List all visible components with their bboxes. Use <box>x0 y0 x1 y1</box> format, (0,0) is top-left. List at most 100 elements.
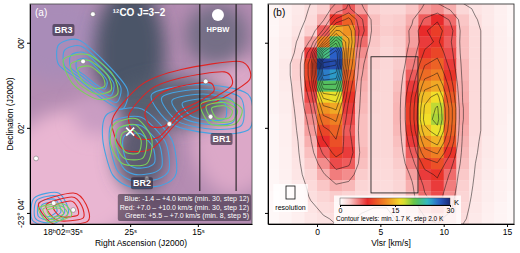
heat-cell <box>494 213 507 224</box>
label-patch <box>334 196 461 225</box>
nebula-image <box>30 4 252 224</box>
contour <box>76 58 107 89</box>
heat-cell <box>355 92 368 103</box>
heat-cell <box>482 58 495 69</box>
label-patch <box>52 24 74 36</box>
heat-cell <box>292 158 305 169</box>
heat-cell <box>393 147 406 158</box>
x-axis: 051015 <box>269 224 515 237</box>
heat-cell <box>292 125 305 136</box>
heat-cell <box>494 25 507 36</box>
heat-cell <box>317 180 330 191</box>
heat-cell <box>456 47 469 58</box>
heat-cell <box>393 25 406 36</box>
heat-cell <box>469 36 482 47</box>
plot-background <box>268 4 514 224</box>
heat-cell <box>469 213 482 224</box>
heat-cell <box>418 58 431 69</box>
heat-cell <box>292 14 305 25</box>
tick-label: 5 <box>378 227 383 237</box>
contour <box>39 193 90 224</box>
heat-cell <box>482 103 495 114</box>
heat-cell <box>368 169 381 180</box>
heat-cell <box>304 25 317 36</box>
heat-cell <box>482 47 495 58</box>
heat-cell <box>507 4 514 15</box>
legend-entry: Red: +7.0 – +10.0 km/s (min. 30, step 12… <box>120 204 249 212</box>
contour <box>212 106 233 119</box>
heat-cell <box>279 92 292 103</box>
heat-cell <box>268 147 279 158</box>
star <box>81 59 86 64</box>
resolution-key: resolution <box>273 184 307 212</box>
heat-cell <box>330 4 343 15</box>
heat-cell <box>368 92 381 103</box>
tick: 18ʰ02ᵐ35ˢ <box>43 224 82 237</box>
heat-cell <box>317 191 330 202</box>
heat-cell <box>330 81 343 92</box>
heat-cell <box>494 58 507 69</box>
tick: 0 <box>315 224 320 237</box>
heat-cell <box>469 25 482 36</box>
heat-cell <box>380 125 393 136</box>
heat-cell <box>507 103 514 114</box>
heat-cell <box>279 36 292 47</box>
heat-cell <box>494 92 507 103</box>
star <box>71 208 76 213</box>
heat-cell <box>482 92 495 103</box>
panel-letter: (a) <box>35 7 47 18</box>
heat-cell <box>494 158 507 169</box>
heat-cell <box>444 47 457 58</box>
heat-cell <box>482 136 495 147</box>
contour <box>63 46 121 103</box>
heat-cell <box>456 4 469 15</box>
heat-cell <box>355 4 368 15</box>
heat-cell <box>342 158 355 169</box>
strip-lines <box>200 4 236 191</box>
axis-line <box>268 5 269 225</box>
heat-cell <box>380 136 393 147</box>
slice-box <box>371 57 418 193</box>
heat-cell <box>444 70 457 81</box>
contour-series <box>39 61 251 224</box>
heat-cell <box>380 114 393 125</box>
tick-label: 15 <box>392 207 400 214</box>
heat-cell <box>494 191 507 202</box>
heat-cell <box>380 92 393 103</box>
heat-cell <box>456 70 469 81</box>
heat-cell <box>268 47 279 58</box>
heat-cell <box>268 36 279 47</box>
tick: 15 <box>392 205 400 214</box>
heat-cell <box>304 125 317 136</box>
contour <box>128 72 232 140</box>
heat-cell <box>418 14 431 25</box>
heat-cell <box>507 92 514 103</box>
heat-cell <box>368 4 381 15</box>
heat-cell <box>418 81 431 92</box>
pv-contour <box>311 18 452 163</box>
contour-note: Contour levels: min. 1.7 K, step 2.0 K <box>336 215 444 223</box>
heat-cell <box>380 169 393 180</box>
heat-cell <box>494 180 507 191</box>
heat-cell <box>418 169 431 180</box>
heat-cell <box>393 36 406 47</box>
heat-cell <box>317 147 330 158</box>
strip-line <box>199 4 200 191</box>
heat-cell <box>342 136 355 147</box>
contour <box>206 102 237 122</box>
pv-contour <box>320 47 339 80</box>
heat-cell <box>292 92 305 103</box>
heat-cell <box>406 36 419 47</box>
contour <box>47 208 64 217</box>
heat-cell <box>268 103 279 114</box>
heat-cell <box>444 169 457 180</box>
tick-label: 15 <box>503 227 513 237</box>
contour <box>115 124 146 160</box>
plot-frame <box>30 4 252 224</box>
heat-cell <box>482 36 495 47</box>
heat-cell <box>507 147 514 158</box>
heat-cell <box>355 103 368 114</box>
heat-cell <box>482 202 495 213</box>
heat-cell <box>368 103 381 114</box>
tick-label: 15ˢ <box>192 227 204 237</box>
